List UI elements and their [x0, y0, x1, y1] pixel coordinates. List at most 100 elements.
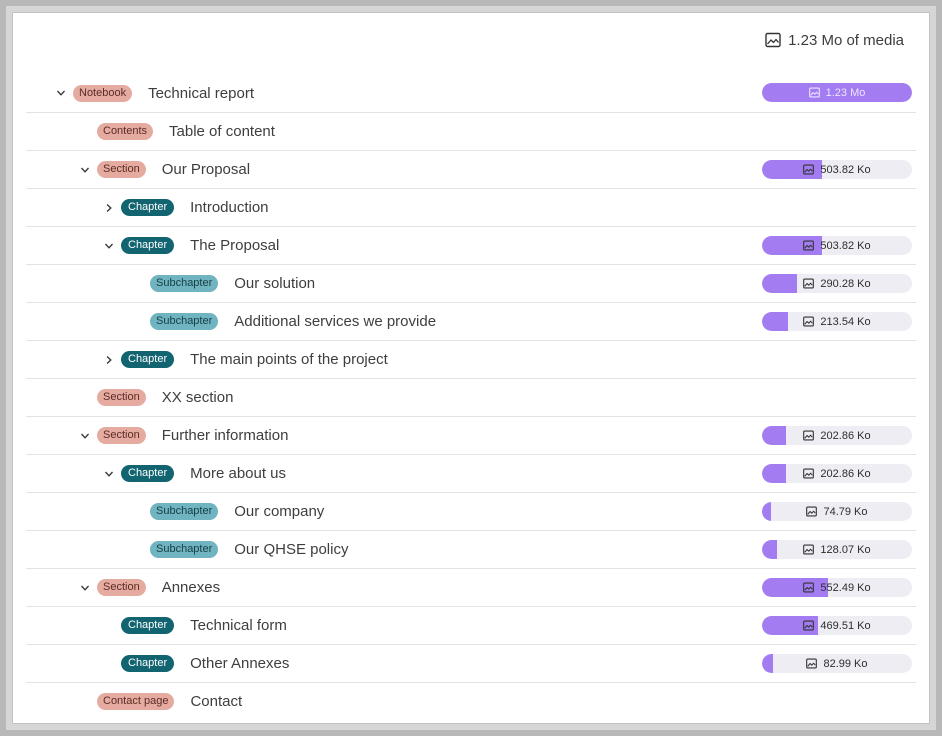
media-size-label: 503.82 Ko	[762, 160, 912, 179]
chevron-right-icon[interactable]	[101, 200, 117, 216]
row-title[interactable]: Our solution	[234, 275, 316, 292]
chapter-badge: Chapter	[121, 237, 175, 254]
outline-row[interactable]: Contact page Contact	[26, 682, 916, 720]
image-icon	[803, 544, 815, 555]
media-size-label: 1.23 Mo	[762, 83, 912, 102]
image-icon	[803, 240, 815, 251]
media-size-label: 552.49 Ko	[762, 578, 912, 597]
outline-row[interactable]: Section Further information 202.86 Ko	[26, 416, 916, 454]
media-size-fill	[762, 274, 797, 293]
image-icon	[808, 87, 820, 98]
media-size-text: 202.86 Ko	[820, 467, 871, 480]
image-icon	[803, 316, 815, 327]
row-title[interactable]: Additional services we provide	[234, 313, 437, 330]
subchapter-badge: Subchapter	[150, 503, 219, 520]
media-size-bar: 290.28 Ko	[762, 274, 912, 293]
row-title[interactable]: Our QHSE policy	[234, 541, 349, 558]
media-size-label: 74.79 Ko	[762, 502, 912, 521]
media-size-fill	[762, 616, 818, 635]
media-size-label: 82.99 Ko	[762, 654, 912, 673]
row-title[interactable]: Further information	[161, 427, 289, 444]
outline-row[interactable]: Subchapter Our solution 290.28 Ko	[26, 264, 916, 302]
outline-row[interactable]: Chapter The Proposal 503.82 Ko	[26, 226, 916, 264]
image-icon	[803, 278, 815, 289]
media-size-text: 503.82 Ko	[820, 239, 871, 252]
row-title[interactable]: Other Annexes	[190, 655, 290, 672]
outline-row[interactable]: Notebook Technical report 1.23 Mo	[26, 74, 916, 112]
contents-badge: Contents	[97, 123, 154, 140]
subchapter-badge: Subchapter	[150, 541, 219, 558]
media-size-label: 503.82 Ko	[762, 236, 912, 255]
media-size-bar: 213.54 Ko	[762, 312, 912, 331]
row-title[interactable]: Annexes	[161, 579, 221, 596]
chevron-down-icon[interactable]	[77, 428, 93, 444]
media-size-bar: 503.82 Ko	[762, 236, 912, 255]
chevron-right-icon[interactable]	[101, 352, 117, 368]
outline-row[interactable]: Chapter Technical form 469.51 Ko	[26, 606, 916, 644]
section-badge: Section	[97, 161, 146, 178]
media-size-fill	[762, 83, 912, 102]
image-icon	[803, 620, 815, 631]
outline-row[interactable]: Chapter More about us 202.86 Ko	[26, 454, 916, 492]
media-size-bar: 552.49 Ko	[762, 578, 912, 597]
media-size-label: 213.54 Ko	[762, 312, 912, 331]
media-size-text: 213.54 Ko	[820, 315, 871, 328]
image-icon	[765, 32, 781, 48]
outline-row[interactable]: Subchapter Our QHSE policy 128.07 Ko	[26, 530, 916, 568]
row-title[interactable]: More about us	[190, 465, 287, 482]
chapter-badge: Chapter	[121, 655, 175, 672]
chevron-down-icon[interactable]	[77, 162, 93, 178]
outline-row[interactable]: Chapter Other Annexes 82.99 Ko	[26, 644, 916, 682]
media-size-bar: 74.79 Ko	[762, 502, 912, 521]
chevron-down-icon[interactable]	[101, 466, 117, 482]
chapter-badge: Chapter	[121, 465, 175, 482]
media-size-label: 469.51 Ko	[762, 616, 912, 635]
media-size-text: 202.86 Ko	[820, 429, 871, 442]
media-size-bar: 202.86 Ko	[762, 426, 912, 445]
row-title[interactable]: Contact	[190, 693, 243, 710]
media-size-fill	[762, 464, 786, 483]
outline-row[interactable]: Section XX section	[26, 378, 916, 416]
outline-row[interactable]: Chapter Introduction	[26, 188, 916, 226]
chapter-badge: Chapter	[121, 199, 175, 216]
outline-row[interactable]: Subchapter Additional services we provide…	[26, 302, 916, 340]
chevron-down-icon[interactable]	[101, 238, 117, 254]
media-size-text: 503.82 Ko	[820, 163, 871, 176]
row-title[interactable]: Technical form	[190, 617, 287, 634]
media-size-text: 469.51 Ko	[820, 619, 871, 632]
outline-row[interactable]: Contents Table of content	[26, 112, 916, 150]
media-size-text: 552.49 Ko	[820, 581, 871, 594]
outline-row[interactable]: Section Annexes 552.49 Ko	[26, 568, 916, 606]
row-title[interactable]: Table of content	[169, 123, 275, 140]
outline-row[interactable]: Subchapter Our company 74.79 Ko	[26, 492, 916, 530]
row-title[interactable]: Introduction	[190, 199, 269, 216]
media-size-fill	[762, 502, 771, 521]
outline-row[interactable]: Chapter The main points of the project	[26, 340, 916, 378]
image-icon	[803, 582, 815, 593]
row-title[interactable]: Our Proposal	[161, 161, 251, 178]
media-size-bar: 202.86 Ko	[762, 464, 912, 483]
chapter-badge: Chapter	[121, 351, 175, 368]
chevron-down-icon[interactable]	[53, 85, 69, 101]
outline-tree: Notebook Technical report 1.23 Mo Contents T…	[26, 74, 916, 720]
row-title[interactable]: XX section	[161, 389, 234, 406]
media-size-label: 202.86 Ko	[762, 464, 912, 483]
chevron-down-icon[interactable]	[77, 580, 93, 596]
image-icon	[803, 164, 815, 175]
row-title[interactable]: Technical report	[148, 84, 254, 102]
media-size-bar: 503.82 Ko	[762, 160, 912, 179]
subchapter-badge: Subchapter	[150, 275, 219, 292]
row-title[interactable]: The Proposal	[190, 237, 280, 254]
media-total-label: 1.23 Mo of media	[788, 31, 904, 49]
image-icon	[806, 658, 818, 669]
section-badge: Section	[97, 389, 146, 406]
outline-row[interactable]: Section Our Proposal 503.82 Ko	[26, 150, 916, 188]
media-size-label: 290.28 Ko	[762, 274, 912, 293]
row-title[interactable]: Our company	[234, 503, 325, 520]
row-title[interactable]: The main points of the project	[190, 351, 388, 368]
contact-badge: Contact page	[97, 693, 175, 710]
media-size-text: 290.28 Ko	[820, 277, 871, 290]
media-size-bar: 1.23 Mo	[762, 83, 912, 102]
media-size-label: 202.86 Ko	[762, 426, 912, 445]
